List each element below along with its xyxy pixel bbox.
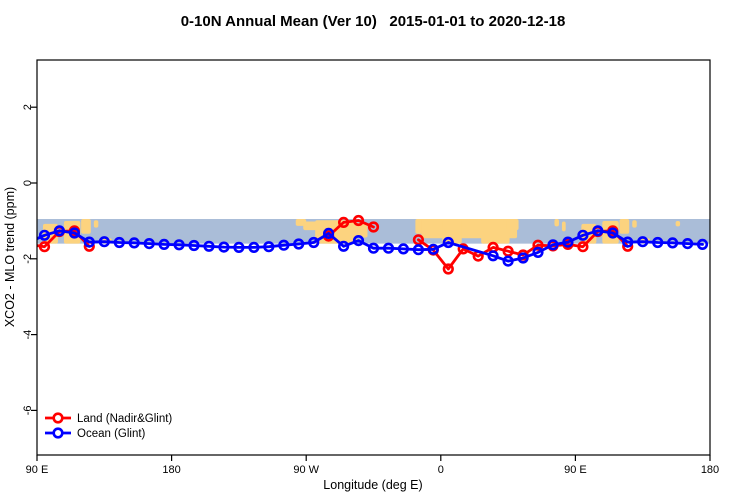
land-region bbox=[554, 219, 559, 227]
land-region bbox=[81, 219, 91, 234]
land-region bbox=[303, 221, 319, 231]
data-point bbox=[143, 238, 155, 250]
legend-item-land: Land (Nadir&Glint) bbox=[45, 412, 172, 425]
data-point bbox=[293, 238, 305, 250]
data-point bbox=[263, 241, 275, 253]
land-region bbox=[481, 219, 510, 244]
land-region bbox=[675, 220, 681, 227]
x-axis-ticks: 90 E 180 90 W 0 90 E 180 bbox=[26, 455, 719, 476]
y-axis-ticks: 2 0 -2 -4 -6 bbox=[22, 104, 37, 415]
data-point bbox=[532, 246, 544, 258]
land-region bbox=[561, 221, 566, 232]
data-point bbox=[38, 241, 51, 253]
data-point bbox=[427, 243, 439, 255]
data-point bbox=[98, 236, 110, 248]
x-tick-label: 0 bbox=[438, 464, 444, 476]
y-tick-label: 0 bbox=[22, 180, 34, 186]
plot-frame bbox=[36, 59, 711, 456]
data-point bbox=[547, 239, 559, 251]
data-point bbox=[25, 238, 34, 247]
data-point bbox=[308, 236, 320, 249]
data-point bbox=[38, 229, 51, 241]
x-tick-label: 180 bbox=[701, 464, 719, 476]
x-tick-label: 90 E bbox=[26, 464, 49, 476]
data-point bbox=[352, 214, 365, 227]
data-point bbox=[412, 244, 425, 256]
x-tick-label: 90 W bbox=[293, 464, 319, 476]
data-point bbox=[352, 235, 365, 247]
data-point bbox=[203, 240, 215, 252]
land-region bbox=[357, 222, 368, 238]
data-point bbox=[323, 227, 335, 239]
data-point bbox=[113, 236, 125, 249]
data-point bbox=[577, 241, 589, 253]
data-point bbox=[367, 242, 380, 254]
land-region bbox=[619, 219, 630, 234]
legend-label-land: Land (Nadir&Glint) bbox=[77, 413, 172, 425]
x-tick-label: 180 bbox=[162, 464, 180, 476]
data-point bbox=[367, 221, 380, 233]
data-point bbox=[248, 241, 260, 253]
data-point bbox=[532, 239, 544, 251]
series-ocean-glint- bbox=[25, 225, 709, 267]
data-point bbox=[83, 236, 95, 248]
data-point bbox=[218, 241, 230, 253]
data-point bbox=[487, 250, 499, 262]
data-point bbox=[338, 240, 350, 252]
data-point bbox=[696, 238, 709, 250]
data-point bbox=[233, 241, 245, 253]
data-point bbox=[397, 243, 410, 255]
data-point bbox=[68, 227, 80, 239]
data-point bbox=[158, 238, 170, 250]
data-series bbox=[25, 214, 709, 275]
y-tick-label: 2 bbox=[22, 104, 34, 110]
data-point bbox=[577, 229, 589, 241]
data-point bbox=[562, 236, 574, 248]
data-point bbox=[592, 225, 604, 237]
data-point bbox=[188, 239, 200, 252]
series-line bbox=[327, 219, 375, 238]
data-point bbox=[173, 239, 185, 251]
chart-title: 0-10N Annual Mean (Ver 10) 2015-01-01 to… bbox=[181, 13, 566, 30]
data-point bbox=[622, 236, 634, 248]
y-tick-label: -6 bbox=[22, 406, 34, 416]
data-point bbox=[607, 227, 619, 239]
land-region bbox=[506, 219, 519, 231]
data-point bbox=[652, 236, 664, 249]
data-point bbox=[128, 237, 140, 249]
x-tick-label: 90 E bbox=[564, 464, 587, 476]
data-point bbox=[338, 216, 350, 228]
land-region bbox=[93, 220, 99, 228]
data-point bbox=[502, 255, 514, 267]
land-region bbox=[632, 220, 637, 228]
data-point bbox=[517, 252, 529, 264]
data-point bbox=[502, 245, 514, 257]
data-point bbox=[53, 225, 66, 237]
data-point bbox=[442, 236, 454, 249]
data-point bbox=[666, 237, 679, 249]
data-point bbox=[681, 238, 694, 250]
series-line bbox=[37, 229, 704, 263]
legend-label-ocean: Ocean (Glint) bbox=[77, 428, 146, 440]
y-axis-title: XCO2 - MLO trend (ppm) bbox=[3, 187, 17, 327]
y-tick-label: -4 bbox=[22, 330, 34, 340]
data-point bbox=[442, 263, 454, 275]
legend-circle-symbol bbox=[52, 427, 64, 439]
data-point bbox=[25, 240, 34, 249]
data-point bbox=[382, 242, 395, 254]
series-line bbox=[416, 229, 630, 271]
y-tick-label: -2 bbox=[22, 254, 34, 264]
data-point bbox=[637, 236, 649, 248]
data-point bbox=[278, 239, 290, 251]
legend-circle-symbol bbox=[52, 412, 64, 424]
legend: Land (Nadir&Glint) Ocean (Glint) bbox=[45, 412, 172, 440]
x-axis-title: Longitude (deg E) bbox=[323, 478, 422, 492]
legend-item-ocean: Ocean (Glint) bbox=[45, 427, 146, 440]
